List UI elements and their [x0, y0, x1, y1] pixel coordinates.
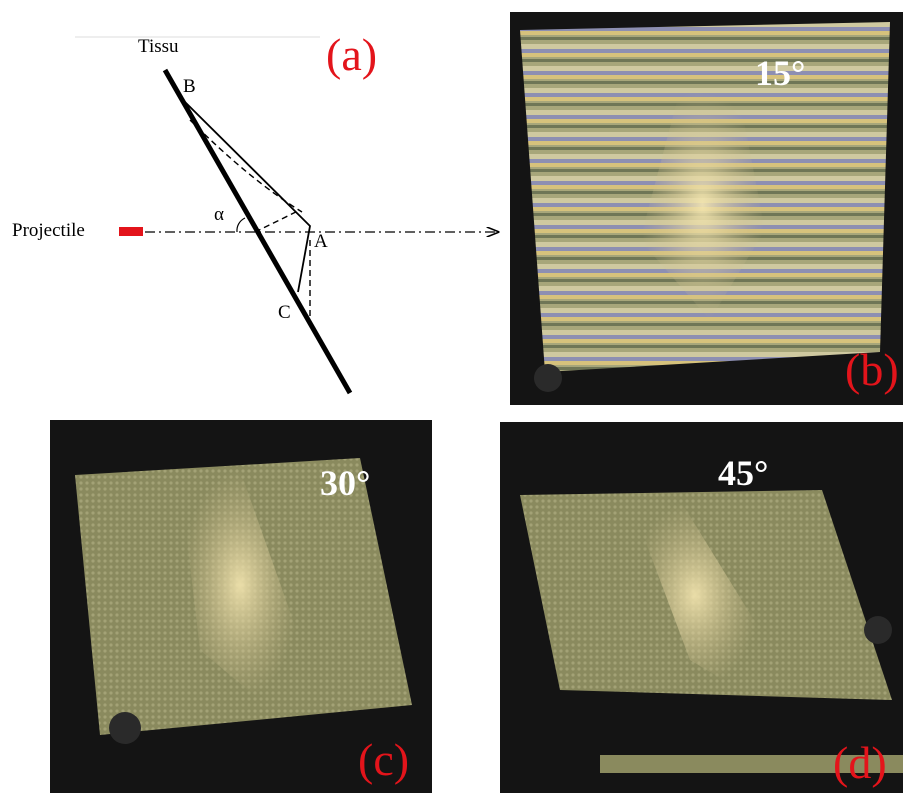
- projectile: [119, 227, 143, 236]
- angle-symbol: α: [214, 204, 224, 225]
- angle-arc: [237, 218, 245, 232]
- diagram: Tissu (a) B A C α Projectile: [12, 29, 498, 393]
- panel-label: (c): [358, 734, 409, 785]
- deformed-fabric: [183, 100, 310, 292]
- bolt: [109, 712, 141, 744]
- point-label: B: [183, 76, 196, 97]
- projectile-label: Projectile: [12, 220, 85, 241]
- dashed-line: [255, 210, 300, 232]
- angle-label: 30°: [320, 463, 370, 503]
- bolt: [864, 616, 892, 644]
- panel-label: (d): [833, 737, 887, 788]
- photo: 45° (d): [500, 422, 903, 793]
- panel-label: (a): [326, 29, 377, 80]
- angle-label: 15°: [755, 53, 805, 93]
- fabric-label: Tissu: [138, 36, 179, 57]
- photo: 15° (b): [510, 12, 903, 405]
- figure: Tissu (a) B A C α Projectile 15° (b) 30°…: [0, 0, 903, 793]
- point-label: C: [278, 302, 291, 323]
- bolt: [534, 364, 562, 392]
- photo: 30° (c): [50, 420, 432, 793]
- dashed-curve: [190, 120, 302, 212]
- point-label: A: [314, 231, 328, 252]
- angle-label: 45°: [718, 453, 768, 493]
- panel-label: (b): [845, 344, 899, 395]
